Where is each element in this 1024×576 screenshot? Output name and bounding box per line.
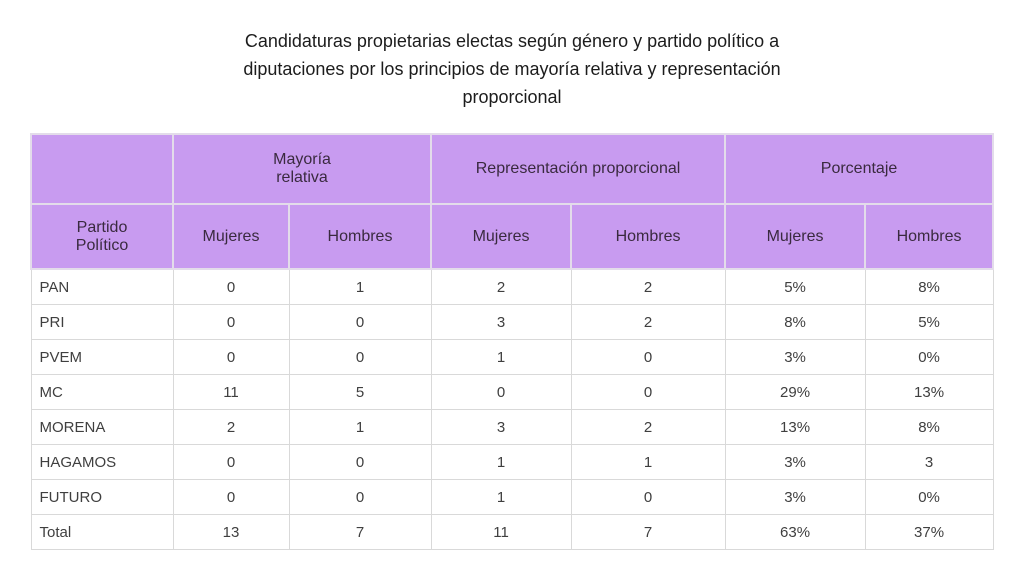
- party-cell: HAGAMOS: [30, 444, 174, 480]
- value-cell: 2: [570, 268, 726, 305]
- value-cell: 5%: [724, 268, 866, 305]
- table-row-morena: MORENA 2 1 3 2 13% 8%: [30, 409, 994, 445]
- value-cell: 0: [570, 339, 726, 375]
- value-cell: 2: [172, 409, 290, 445]
- group-header-row: Mayoría relativa Representación proporci…: [30, 133, 995, 205]
- value-cell: 3%: [724, 339, 866, 375]
- value-cell: 5%: [864, 304, 994, 340]
- table-row-total: Total 13 7 11 7 63% 37%: [30, 514, 994, 550]
- value-cell: 8%: [864, 268, 994, 305]
- value-cell: 63%: [724, 514, 866, 550]
- value-cell: 0: [570, 479, 726, 515]
- table-row-pan: PAN 0 1 2 2 5% 8%: [30, 268, 994, 305]
- value-cell: 13%: [864, 374, 994, 410]
- party-cell: PVEM: [30, 339, 174, 375]
- value-cell: 3: [430, 304, 572, 340]
- value-cell: 8%: [864, 409, 994, 445]
- value-cell: 1: [288, 268, 432, 305]
- corner-cell: [30, 133, 174, 205]
- value-cell: 7: [288, 514, 432, 550]
- value-cell: 8%: [724, 304, 866, 340]
- value-cell: 1: [430, 479, 572, 515]
- value-cell: 2: [570, 409, 726, 445]
- party-cell: Total: [30, 514, 174, 550]
- value-cell: 1: [430, 339, 572, 375]
- table-row-pvem: PVEM 0 0 1 0 3% 0%: [30, 339, 994, 375]
- value-cell: 3: [430, 409, 572, 445]
- party-cell: PRI: [30, 304, 174, 340]
- value-cell: 37%: [864, 514, 994, 550]
- group-header-porcentaje: Porcentaje: [724, 133, 995, 205]
- column-header-hombres-proporcional: Hombres: [570, 203, 727, 270]
- value-cell: 0%: [864, 479, 994, 515]
- table-row-mc: MC 11 5 0 0 29% 13%: [30, 374, 994, 410]
- data-table: Mayoría relativa Representación proporci…: [30, 133, 995, 550]
- value-cell: 0: [172, 339, 290, 375]
- value-cell: 0: [172, 268, 290, 305]
- value-cell: 0: [172, 479, 290, 515]
- group-header-representacion-proporcional: Representación proporcional: [430, 133, 727, 205]
- value-cell: 0%: [864, 339, 994, 375]
- sub-header-row: Partido Político Mujeres Hombres Mujeres…: [30, 203, 995, 270]
- column-header-mujeres-mayoria: Mujeres: [172, 203, 290, 270]
- table-row-pri: PRI 0 0 3 2 8% 5%: [30, 304, 994, 340]
- column-header-mujeres-porcentaje: Mujeres: [724, 203, 867, 270]
- party-cell: PAN: [30, 268, 174, 305]
- group-header-mayoria-relativa: Mayoría relativa: [171, 133, 433, 205]
- party-cell: FUTURO: [30, 479, 174, 515]
- value-cell: 1: [570, 444, 726, 480]
- value-cell: 0: [288, 304, 432, 340]
- page-title: Candidaturas propietarias electas según …: [243, 31, 781, 107]
- column-header-hombres-mayoria: Hombres: [287, 203, 433, 270]
- value-cell: 0: [288, 479, 432, 515]
- value-cell: 13%: [724, 409, 866, 445]
- column-header-hombres-porcentaje: Hombres: [864, 203, 995, 270]
- value-cell: 0: [288, 339, 432, 375]
- table-row-futuro: FUTURO 0 0 1 0 3% 0%: [30, 479, 994, 515]
- value-cell: 1: [288, 409, 432, 445]
- table-row-hagamos: HAGAMOS 0 0 1 1 3% 3: [30, 444, 994, 480]
- value-cell: 1: [430, 444, 572, 480]
- party-cell: MC: [30, 374, 174, 410]
- value-cell: 5: [288, 374, 432, 410]
- column-header-mujeres-proporcional: Mujeres: [430, 203, 573, 270]
- value-cell: 0: [570, 374, 726, 410]
- value-cell: 0: [172, 444, 290, 480]
- value-cell: 11: [172, 374, 290, 410]
- value-cell: 2: [570, 304, 726, 340]
- value-cell: 0: [172, 304, 290, 340]
- value-cell: 11: [430, 514, 572, 550]
- value-cell: 3%: [724, 479, 866, 515]
- party-cell: MORENA: [30, 409, 174, 445]
- value-cell: 2: [430, 268, 572, 305]
- value-cell: 7: [570, 514, 726, 550]
- value-cell: 3%: [724, 444, 866, 480]
- value-cell: 29%: [724, 374, 866, 410]
- value-cell: 0: [430, 374, 572, 410]
- value-cell: 3: [864, 444, 994, 480]
- column-header-partido-politico: Partido Político: [30, 203, 174, 270]
- value-cell: 13: [172, 514, 290, 550]
- value-cell: 0: [288, 444, 432, 480]
